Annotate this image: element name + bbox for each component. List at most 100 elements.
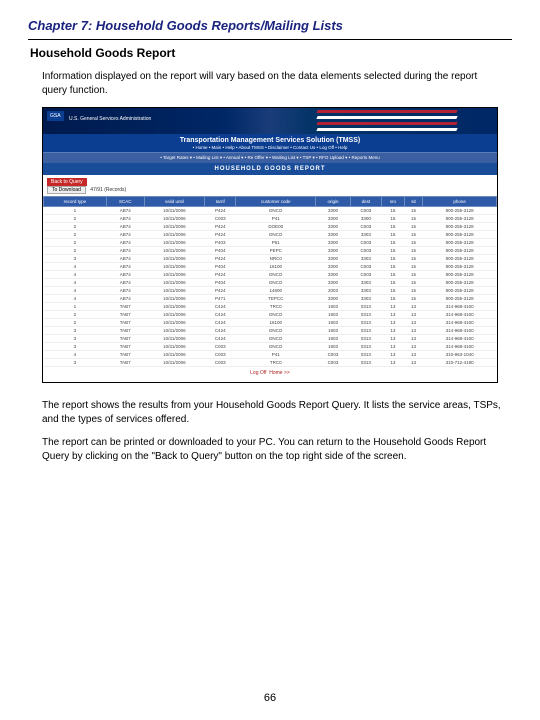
table-cell: 800-255-3128 [423,295,497,303]
table-cell: DOE00 [236,223,316,231]
nav-sub[interactable]: • Target Rates ▾ • Mailing List ▾ • Annu… [43,153,497,163]
table-cell: 10/31/2006 [144,319,204,327]
column-header: dest [350,197,381,207]
table-cell: C003 [205,351,236,359]
table-cell: 16100 [236,263,316,271]
table-cell: 800-255-3128 [423,255,497,263]
table-cell: C003 [350,239,381,247]
table-cell: P404 [205,247,236,255]
table-cell: 1903 [316,303,350,311]
table-cell: C003 [316,359,350,367]
table-cell: 3300 [316,279,350,287]
table-cell: 13 [382,343,405,351]
table-row: 4AB7410/31/2006P471TEPCC330033031515800-… [44,295,497,303]
table-cell: 4 [44,263,107,271]
table-row: 4TAB710/31/2006C003P41C00303131313310-96… [44,351,497,359]
table-cell: C424 [205,311,236,319]
table-cell: TAB7 [106,351,144,359]
table-cell: 10/31/2006 [144,343,204,351]
table-cell: 13 [382,351,405,359]
report-table: record typeSCACvalid untiltarrifcustomer… [43,196,497,367]
table-footer-links[interactable]: Log Off Home >> [43,367,497,382]
table-cell: 310-963-1040 [423,351,497,359]
table-cell: 15 [382,263,405,271]
table-cell: DNCO [236,343,316,351]
report-header: HOUSEHOLD GOODS REPORT [43,163,497,175]
table-cell: 10/31/2006 [144,303,204,311]
table-cell: C003 [205,215,236,223]
table-cell: 1903 [316,319,350,327]
table-cell: C424 [205,319,236,327]
table-cell: 800-255-3128 [423,279,497,287]
table-cell: 2 [44,223,107,231]
table-row: 4AB7410/31/2006P42414600200333031515800-… [44,287,497,295]
table-cell: 13 [404,335,422,343]
table-cell: PEPC [236,247,316,255]
table-cell: C003 [350,271,381,279]
table-cell: 3300 [316,231,350,239]
table-cell: 800-255-3128 [423,287,497,295]
table-cell: 15 [382,239,405,247]
table-cell: 3303 [350,295,381,303]
table-cell: C003 [350,207,381,215]
nav-top[interactable]: • Home • Main • Help • About TMSS • Disc… [43,145,497,153]
table-cell: 10/31/2006 [144,247,204,255]
records-count: 47/91 (Records) [90,187,126,193]
table-cell: P41 [236,215,316,223]
table-cell: 13 [404,359,422,367]
table-cell: 10/31/2006 [144,287,204,295]
table-cell: C424 [205,303,236,311]
table-cell: C003 [205,343,236,351]
table-cell: 0313 [350,351,381,359]
table-cell: 800-255-3128 [423,223,497,231]
table-cell: 800-255-3128 [423,271,497,279]
table-cell: 13 [382,335,405,343]
flag-icon [317,108,457,134]
table-cell: 3300 [316,271,350,279]
table-cell: TRC0 [236,303,316,311]
gsa-badge: GSA [47,111,64,121]
table-cell: 3 [44,343,107,351]
table-row: 3TAB710/31/2006C424DNCO190303131313314-9… [44,335,497,343]
table-cell: 10/31/2006 [144,263,204,271]
table-cell: 13 [382,311,405,319]
table-cell: 0313 [350,319,381,327]
table-cell: 3300 [316,255,350,263]
download-button[interactable]: To Download [47,186,86,194]
table-cell: P61 [236,239,316,247]
table-cell: AB74 [106,239,144,247]
back-to-query-button[interactable]: Back to Query [47,178,87,186]
table-cell: DNCO [236,207,316,215]
table-cell: 15 [382,271,405,279]
table-cell: 800-255-3128 [423,247,497,255]
table-cell: AB74 [106,287,144,295]
table-cell: 3 [44,335,107,343]
table-cell: 13 [382,319,405,327]
table-cell: 800-255-3128 [423,231,497,239]
table-cell: 10/31/2006 [144,359,204,367]
table-cell: AB74 [106,215,144,223]
table-cell: 16100 [236,319,316,327]
table-cell: 15 [404,255,422,263]
column-header: SCAC [106,197,144,207]
table-cell: 3300 [316,295,350,303]
table-cell: 2 [44,231,107,239]
table-row: 3TAB710/31/2006C003TRC0C00303131313310-7… [44,359,497,367]
table-cell: P404 [205,279,236,287]
page-number: 66 [0,692,540,704]
table-cell: 10/31/2006 [144,279,204,287]
table-cell: 0313 [350,327,381,335]
table-cell: 3300 [316,239,350,247]
table-row: 4AB7410/31/2006P404DNCO330033031515800-2… [44,279,497,287]
table-cell: 4 [44,295,107,303]
table-cell: 10/31/2006 [144,255,204,263]
table-cell: 2 [44,239,107,247]
table-cell: 10/31/2006 [144,215,204,223]
table-cell: 1903 [316,311,350,319]
table-cell: AB74 [106,263,144,271]
table-cell: 13 [404,351,422,359]
table-cell: C003 [350,263,381,271]
table-cell: TAB7 [106,335,144,343]
table-row: 2AB7410/31/2006P424DOE003300C0031515800-… [44,223,497,231]
table-cell: NRC0 [236,255,316,263]
